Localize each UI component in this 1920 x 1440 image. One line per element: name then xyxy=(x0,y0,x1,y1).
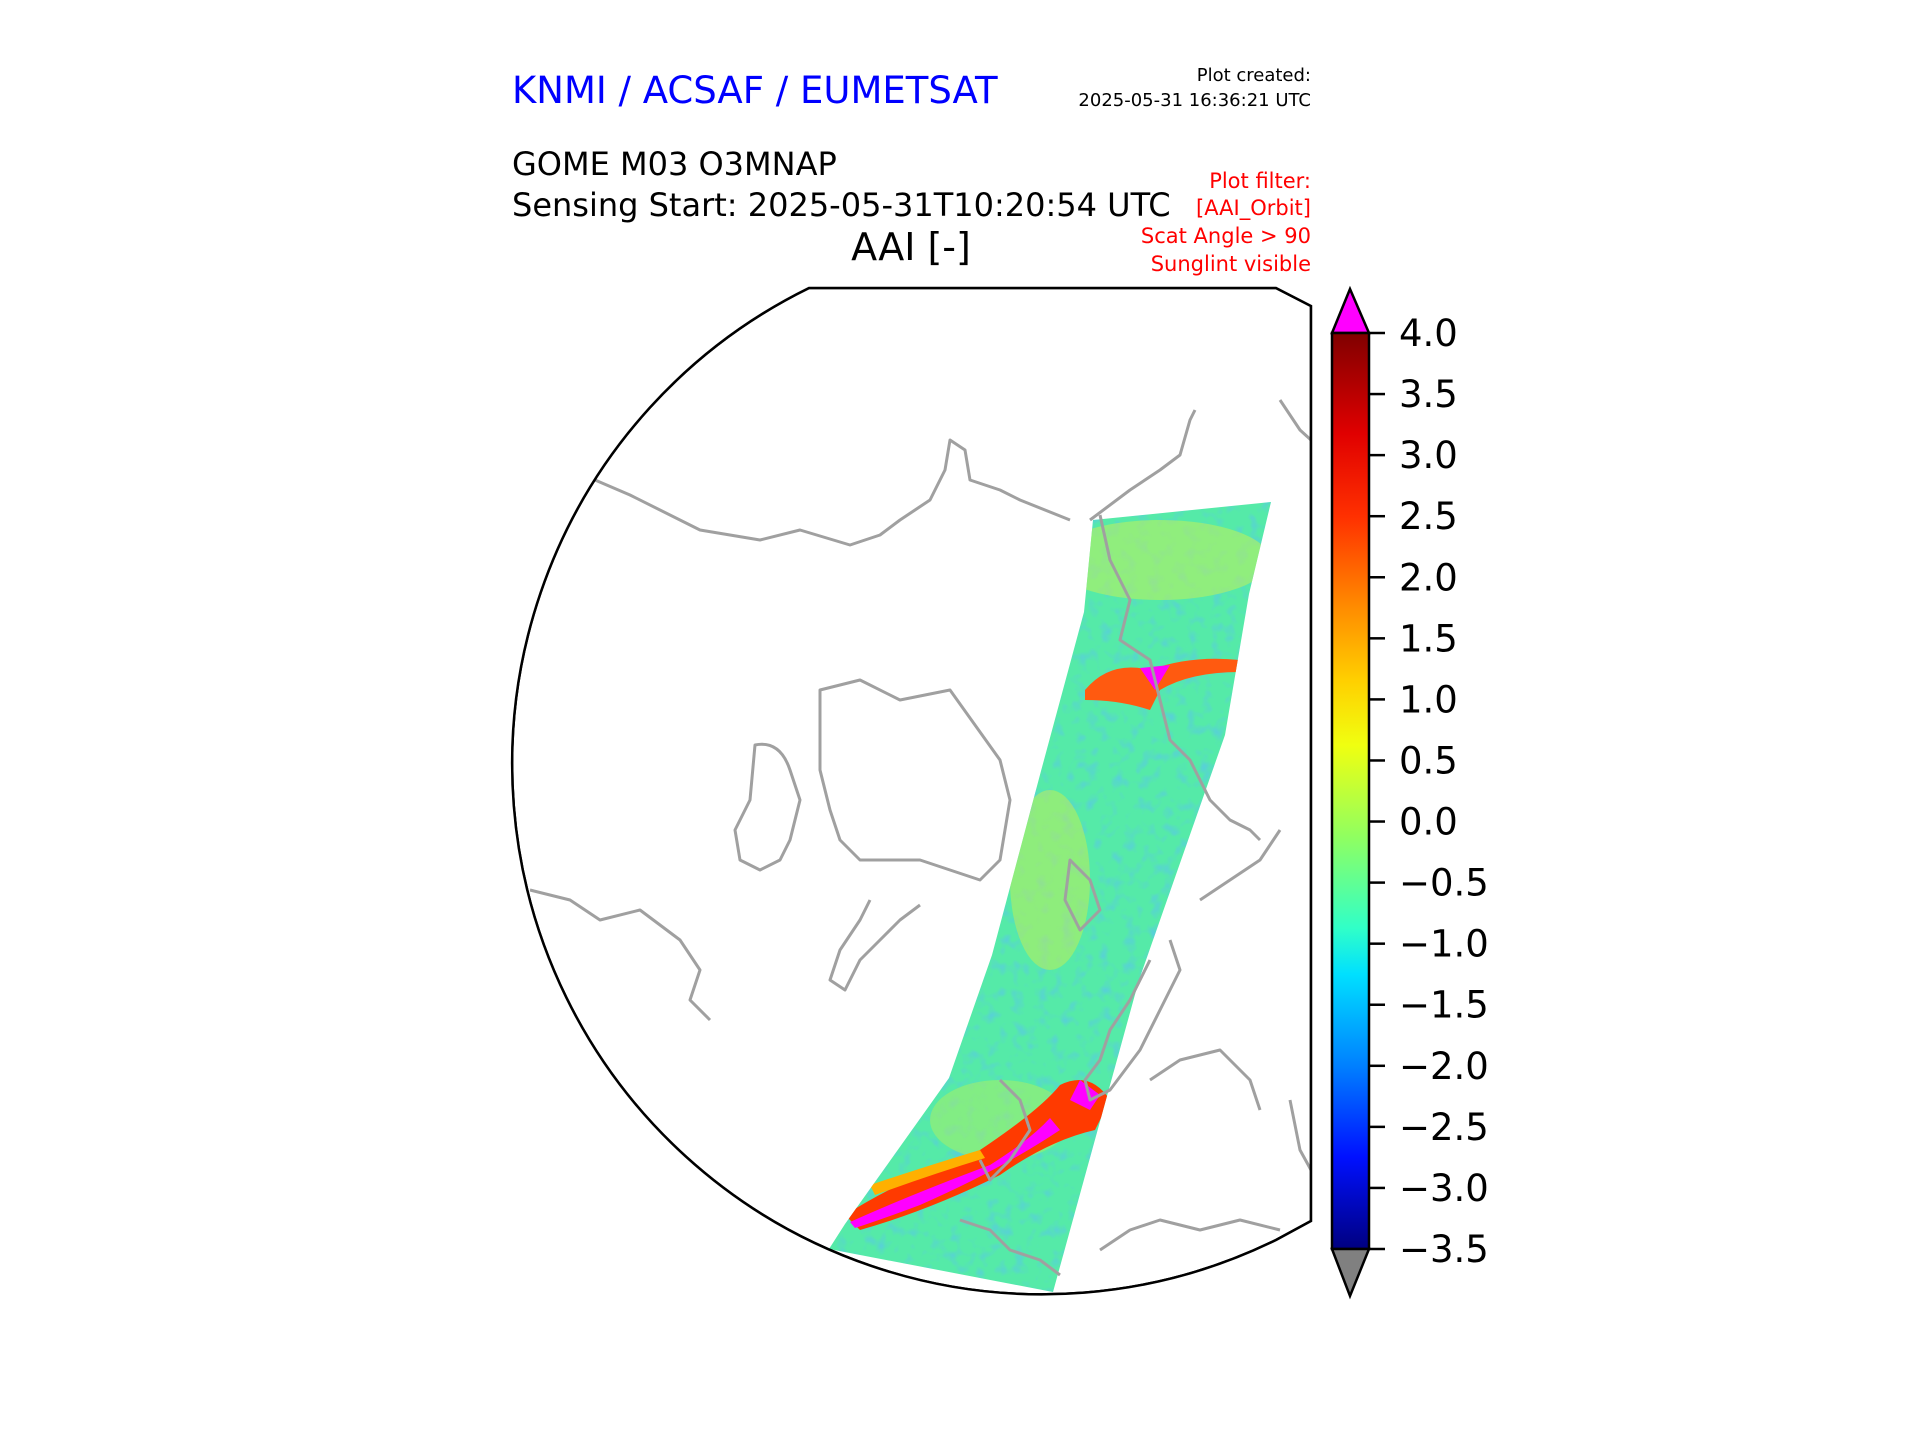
colorbar-tick-label: 0.0 xyxy=(1399,801,1458,844)
filter-line: Plot filter: xyxy=(1209,169,1311,193)
plot-created-value: 2025-05-31 16:36:21 UTC xyxy=(1078,90,1311,111)
colorbar-tick-label: −3.0 xyxy=(1399,1167,1489,1210)
plot-created-label: Plot created: xyxy=(1197,65,1311,86)
filter-line: Sunglint visible xyxy=(1151,252,1311,276)
aai-swath xyxy=(829,502,1271,1292)
plume-north-pacific xyxy=(1085,658,1240,710)
colorbar-tick-label: −1.5 xyxy=(1399,984,1489,1027)
colorbar-tick-label: 1.0 xyxy=(1399,678,1458,721)
chart-title: AAI [-] xyxy=(851,225,971,269)
colorbar-tick-label: −2.5 xyxy=(1399,1106,1489,1149)
colorbar-tick-label: 3.0 xyxy=(1399,434,1458,477)
coastlines xyxy=(529,399,1311,1277)
colorbar-tick-label: 1.5 xyxy=(1399,617,1458,660)
plot-filter: Plot filter: [AAI_Orbit] Scat Angle > 90… xyxy=(1141,169,1311,276)
colorbar-ticks: 4.0 3.5 3.0 2.5 2.0 1.5 1.0 0.5 0.0 −0.5 −1.0 −1.5 −… xyxy=(1369,312,1489,1271)
sensing-start: Sensing Start: 2025-05-31T10:20:54 UTC xyxy=(512,186,1171,224)
colorbar-tick-label: −3.5 xyxy=(1399,1228,1489,1271)
colorbar-tick-label: −0.5 xyxy=(1399,862,1489,905)
colorbar-tick-label: −1.0 xyxy=(1399,923,1489,966)
filter-line: Scat Angle > 90 xyxy=(1141,224,1311,248)
colorbar-gradient xyxy=(1330,331,1371,1251)
colorbar-tick-label: 4.0 xyxy=(1399,312,1458,355)
agency-title: KNMI / ACSAF / EUMETSAT xyxy=(512,69,998,112)
colorbar-extend-min xyxy=(1330,1247,1371,1300)
colorbar-tick-label: 3.5 xyxy=(1399,373,1458,416)
colorbar-extend-max xyxy=(1330,285,1371,335)
product-title: GOME M03 O3MNAP xyxy=(512,145,837,183)
colorbar-tick-label: 2.5 xyxy=(1399,495,1458,538)
map xyxy=(512,288,1311,1295)
colorbar-tick-label: −2.0 xyxy=(1399,1045,1489,1088)
colorbar-tick-label: 2.0 xyxy=(1399,556,1458,599)
filter-line: [AAI_Orbit] xyxy=(1196,196,1311,221)
colorbar: 4.0 3.5 3.0 2.5 2.0 1.5 1.0 0.5 0.0 −0.5 −1.0 −1.5 −… xyxy=(1330,285,1489,1300)
colorbar-tick-label: 0.5 xyxy=(1399,739,1458,782)
map-frame xyxy=(511,286,1313,1296)
